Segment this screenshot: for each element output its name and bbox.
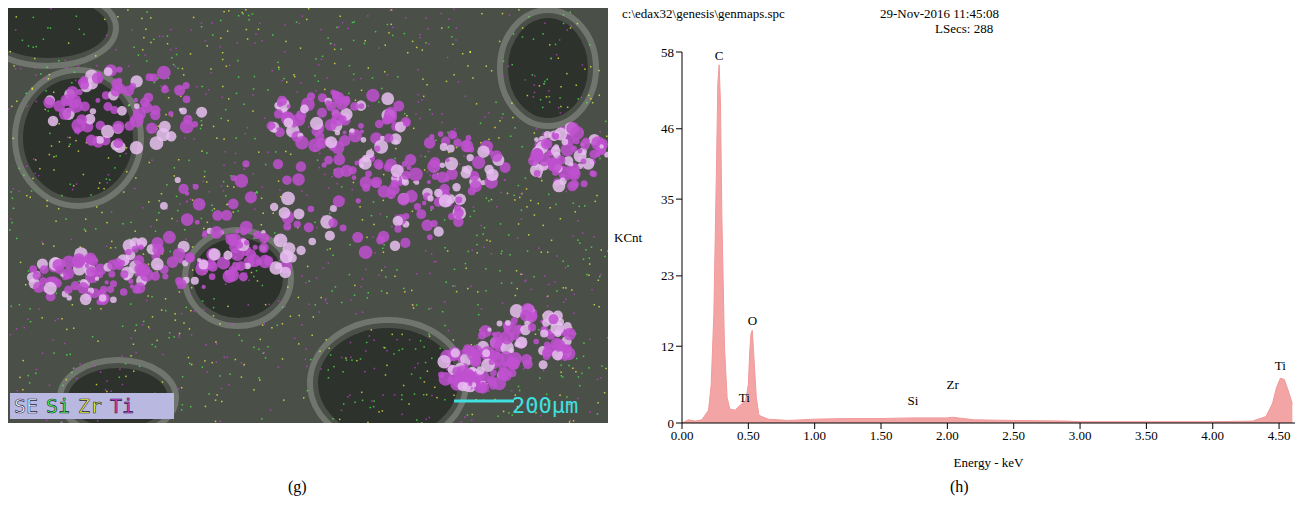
svg-text:2.50: 2.50 — [1002, 428, 1025, 443]
svg-text:Zr: Zr — [78, 394, 102, 418]
svg-text:0: 0 — [668, 416, 675, 431]
svg-text:Ti: Ti — [110, 394, 134, 418]
svg-text:Si: Si — [907, 393, 918, 408]
svg-text:4.50: 4.50 — [1268, 428, 1291, 443]
svg-text:3.00: 3.00 — [1069, 428, 1092, 443]
html-text:(h): (h) — [950, 478, 969, 495]
svg-text:200μm: 200μm — [512, 393, 578, 418]
svg-text:Si: Si — [46, 394, 70, 418]
svg-text:58: 58 — [661, 45, 674, 60]
svg-text:SE: SE — [14, 394, 38, 418]
svg-text:1.00: 1.00 — [803, 428, 826, 443]
svg-text:Ti: Ti — [1275, 358, 1286, 373]
html-text:LSecs: 288: LSecs: 288 — [935, 21, 994, 36]
svg-text:KCnt: KCnt — [614, 230, 643, 245]
html-text:29-Nov-2016 11:45:08: 29-Nov-2016 11:45:08 — [880, 6, 999, 21]
svg-text:12: 12 — [661, 339, 674, 354]
svg-text:Energy - keV: Energy - keV — [954, 455, 1024, 470]
svg-text:C: C — [715, 48, 724, 63]
html-text:c:\edax32\genesis\genmaps.spc: c:\edax32\genesis\genmaps.spc — [622, 6, 785, 21]
svg-text:23: 23 — [661, 268, 674, 283]
svg-text:3.50: 3.50 — [1135, 428, 1158, 443]
svg-text:46: 46 — [661, 121, 675, 136]
svg-text:Zr: Zr — [947, 377, 960, 392]
svg-text:35: 35 — [661, 192, 674, 207]
svg-text:2.00: 2.00 — [936, 428, 959, 443]
svg-text:0.50: 0.50 — [737, 428, 760, 443]
svg-text:1.50: 1.50 — [870, 428, 893, 443]
svg-text:O: O — [748, 313, 757, 328]
svg-text:4.00: 4.00 — [1201, 428, 1224, 443]
svg-text:Ti: Ti — [739, 390, 750, 405]
svg-text:0.00: 0.00 — [671, 428, 694, 443]
html-text:(g): (g) — [288, 478, 307, 495]
